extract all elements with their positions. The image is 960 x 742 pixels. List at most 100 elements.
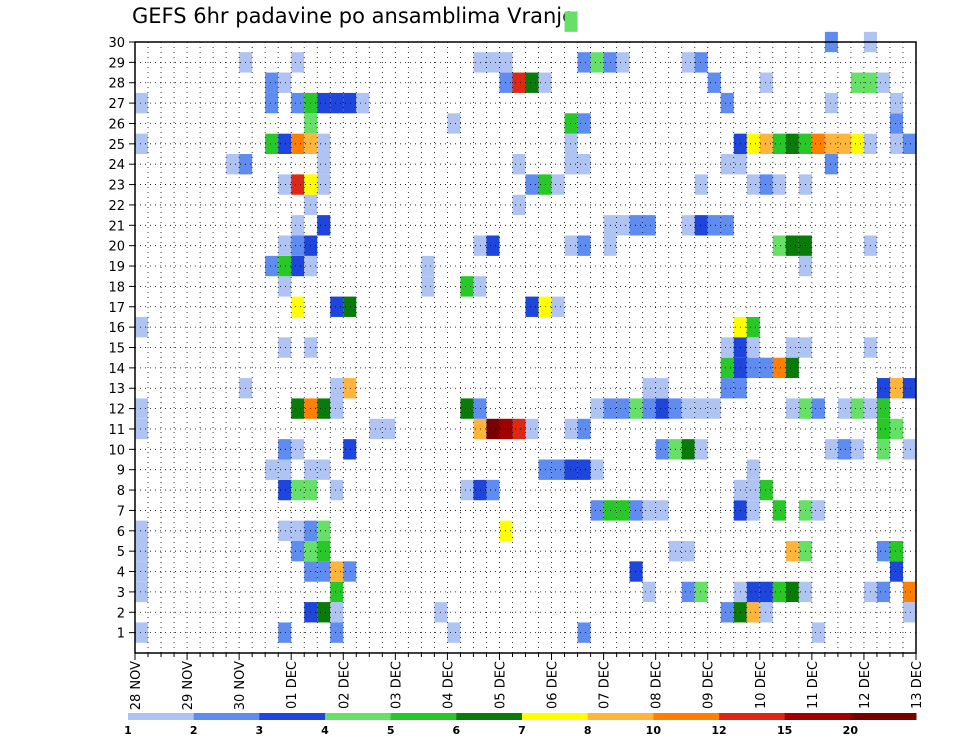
heatmap-cell xyxy=(590,459,604,480)
heatmap-cell xyxy=(317,540,331,562)
heatmap-cell xyxy=(265,72,279,93)
heatmap-cell xyxy=(655,398,669,419)
x-tick-label: 07 DEC xyxy=(598,661,613,709)
heatmap-cell xyxy=(577,52,591,73)
x-tick-label: 01 DEC xyxy=(285,661,300,709)
heatmap-cell xyxy=(681,52,695,73)
heatmap-cell xyxy=(746,357,760,379)
heatmap-cell xyxy=(616,398,630,419)
heatmap-cell xyxy=(772,235,786,256)
heatmap-cell xyxy=(759,174,773,195)
y-axis: 1234567891011121314151617181920212223242… xyxy=(108,36,135,642)
y-tick-label: 19 xyxy=(108,260,125,275)
heatmap-cell xyxy=(759,72,773,93)
heatmap-cell xyxy=(330,581,344,603)
y-tick-label: 30 xyxy=(108,36,125,51)
heatmap-cell xyxy=(486,235,500,256)
y-tick-label: 26 xyxy=(108,117,125,132)
y-tick-label: 28 xyxy=(108,77,125,92)
heatmap-cell xyxy=(291,520,305,541)
heatmap-cell xyxy=(577,235,591,256)
grid-lines xyxy=(135,41,916,653)
heatmap-cell xyxy=(876,398,890,419)
heatmap-cell xyxy=(317,602,331,623)
heatmap-cell xyxy=(330,622,344,643)
x-tick-label: 11 DEC xyxy=(806,661,821,709)
heatmap-cell xyxy=(382,418,396,440)
x-tick-label: 02 DEC xyxy=(337,661,352,709)
heatmap-cell xyxy=(889,418,903,440)
heatmap-cell xyxy=(278,337,292,358)
heatmap-cell xyxy=(642,215,656,236)
y-tick-label: 22 xyxy=(108,199,125,214)
heatmap-cell xyxy=(824,92,838,114)
x-tick-label: 08 DEC xyxy=(650,661,665,709)
heatmap-cell xyxy=(135,581,149,603)
y-tick-label: 18 xyxy=(108,280,125,295)
plot-frame xyxy=(134,41,917,654)
heatmap-cell xyxy=(512,418,526,440)
colorbar-label: 1 xyxy=(124,724,132,737)
heatmap-cell xyxy=(785,540,799,562)
heatmap-cell xyxy=(746,500,760,521)
heatmap-cell xyxy=(577,622,591,643)
heatmap-cell xyxy=(746,479,760,501)
heatmap-cell xyxy=(278,174,292,195)
heatmap-cell xyxy=(590,398,604,419)
heatmap-cell xyxy=(330,602,344,623)
colorbar-swatch xyxy=(193,713,260,720)
colorbar-label: 3 xyxy=(256,724,264,737)
heatmap-cell xyxy=(876,378,890,399)
heatmap-cell xyxy=(512,194,526,216)
heatmap-cell xyxy=(876,439,890,460)
heatmap-cell xyxy=(135,622,149,643)
heatmap-cell xyxy=(681,215,695,236)
heatmap-cell xyxy=(278,72,292,93)
heatmap-cell xyxy=(889,378,903,399)
heatmap-cell xyxy=(629,398,643,419)
heatmap-cell xyxy=(278,276,292,297)
heatmap-cell xyxy=(291,439,305,460)
heatmap-cell xyxy=(278,622,292,643)
heatmap-cell xyxy=(330,296,344,317)
y-tick-label: 21 xyxy=(108,219,125,234)
colorbar-label: 7 xyxy=(518,724,526,737)
heatmap-cell xyxy=(135,520,149,541)
heatmap-cell xyxy=(317,174,331,195)
heatmap-cell xyxy=(278,459,292,480)
heatmap-cell xyxy=(642,581,656,603)
heatmap-cell xyxy=(460,398,474,419)
y-tick-label: 9 xyxy=(117,464,125,479)
heatmap-cell xyxy=(889,113,903,134)
heatmap-cell xyxy=(837,133,851,155)
heatmap-cell xyxy=(577,154,591,175)
heatmap-cell xyxy=(291,540,305,562)
heatmap-cell xyxy=(265,459,279,480)
heatmap-cell xyxy=(902,133,916,155)
heatmap-cell xyxy=(785,581,799,603)
heatmap-cell xyxy=(785,337,799,358)
heatmap-cell xyxy=(720,92,734,114)
heatmap-cell xyxy=(564,113,578,134)
colorbar-swatch xyxy=(456,713,523,720)
heatmap-cell xyxy=(876,418,890,440)
heatmap-cell xyxy=(317,215,331,236)
heatmap-cell xyxy=(681,540,695,562)
heatmap-cell xyxy=(746,316,760,338)
heatmap-cell xyxy=(850,133,864,155)
heatmap-cell xyxy=(889,133,903,155)
heatmap-cell xyxy=(135,133,149,155)
heatmap-cell xyxy=(564,235,578,256)
heatmap-cell xyxy=(876,540,890,562)
heatmap-cell xyxy=(746,459,760,480)
heatmap-cell xyxy=(720,337,734,358)
heatmap-cell xyxy=(590,500,604,521)
heatmap-cell xyxy=(837,439,851,460)
heatmap-cell xyxy=(785,398,799,419)
heatmap-cell xyxy=(343,92,357,114)
y-tick-label: 11 xyxy=(108,423,125,438)
colorbar-swatch xyxy=(325,713,392,720)
heatmap-cell xyxy=(343,561,357,582)
heatmap-cell xyxy=(330,398,344,419)
